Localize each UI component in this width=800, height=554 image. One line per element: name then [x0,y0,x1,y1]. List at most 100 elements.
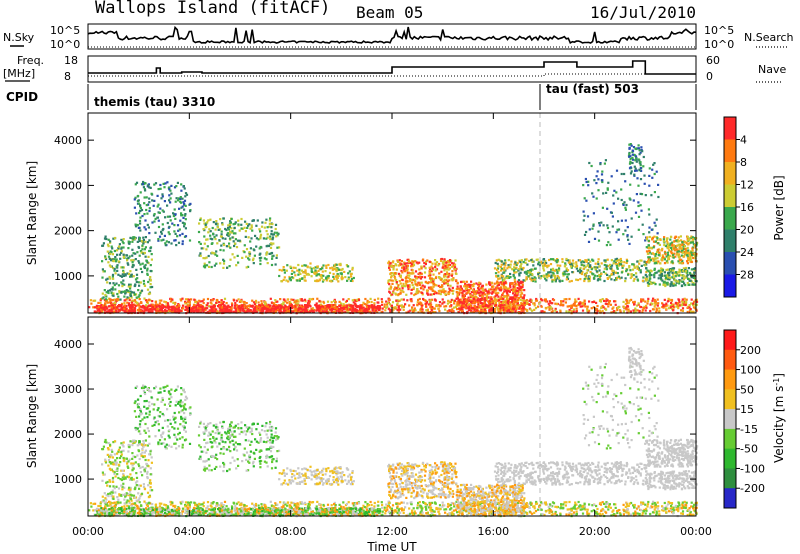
rti-cell [113,310,116,313]
rti-cell [371,309,374,312]
rti-cell [648,184,651,187]
rti-cell [405,277,408,280]
rti-cell [196,307,199,310]
rti-cell [124,290,127,293]
rti-cell [519,298,522,301]
rti-cell [209,230,212,233]
rti-cell [675,305,678,308]
rti-cell [527,275,530,278]
rti-cell [204,257,207,260]
rti-cell [202,298,205,301]
rti-cell [327,307,330,310]
rti-cell [231,304,234,307]
rti-cell [590,268,593,271]
rti-cell [670,301,673,305]
rti-cell [181,242,184,246]
rti-cell [653,172,656,176]
rti-cell [544,277,547,280]
rti-cell [202,247,205,250]
rti-cell [227,228,230,231]
rti-cell [233,244,236,248]
rti-cell [144,240,147,243]
rti-cell [164,301,167,304]
rti-cell [402,308,405,311]
rti-cell [685,250,688,253]
rti-cell [341,306,344,310]
rti-cell [386,305,389,308]
rti-cell [126,296,129,299]
rti-cell [689,237,692,240]
rti-cell [574,265,577,269]
rti-cell [430,307,433,310]
rti-cell [299,307,302,310]
rti-cell [443,301,446,304]
rti-cell [481,295,484,298]
rti-cell [220,233,223,236]
rti-cell [412,304,415,307]
rti-cell [598,224,601,227]
rti-cell [412,264,416,267]
rti-cell [628,147,631,150]
rti-cell [634,311,637,314]
rti-cell [326,275,329,278]
rti-cell [144,228,147,231]
rti-cell [519,271,522,274]
rti-cell [354,309,357,312]
rti-cell [159,305,162,308]
rti-cell [447,264,451,267]
rti-cell [684,300,688,303]
rti-cell [573,301,576,304]
rti-cell [619,309,622,312]
rti-cell [521,283,524,286]
rti-cell [196,310,199,313]
rti-cell [655,309,658,312]
rti-cell [642,233,645,236]
rti-cell [297,263,300,267]
rti-cell [551,280,554,283]
rti-cell [314,269,317,272]
rti-cell [181,221,184,224]
rti-cell [413,279,417,282]
rti-cell [596,275,599,278]
rti-cell [134,304,137,307]
rti-cell [249,240,252,243]
rti-cell [445,279,448,282]
rti-cell [211,310,215,313]
rti-cell [547,306,550,309]
rti-cell [268,225,271,228]
rti-cell [137,260,140,263]
rti-cell [296,279,299,282]
rti-cell [634,211,638,214]
rti-cell [389,291,392,294]
rti-cell [484,304,487,307]
rti-cell [144,189,147,192]
rti-cell [363,302,366,306]
rti-cell [410,299,413,302]
rti-cell [144,219,147,222]
rti-cell [191,307,194,310]
rti-cell [601,304,604,308]
rti-cell [149,283,152,286]
rti-cell [418,302,421,305]
rti-cell [631,156,634,159]
rti-cell [612,310,615,313]
rti-cell [228,309,231,312]
rti-cell [612,271,615,274]
rti-cell [142,252,145,255]
rti-cell [416,277,419,280]
rti-cell [481,294,484,297]
rti-cell [456,297,459,300]
rti-cell [146,269,149,272]
rti-cell [591,258,594,261]
rti-cell [230,227,233,230]
rti-cell [606,226,610,230]
rti-cell [136,302,139,305]
rti-cell [350,304,353,307]
rti-cell [561,260,564,263]
rti-cell [506,302,509,305]
rti-cell [396,302,399,305]
rti-cell [592,300,596,303]
rti-cell [420,306,423,309]
rti-cell [544,264,547,267]
rti-cell [657,260,660,263]
